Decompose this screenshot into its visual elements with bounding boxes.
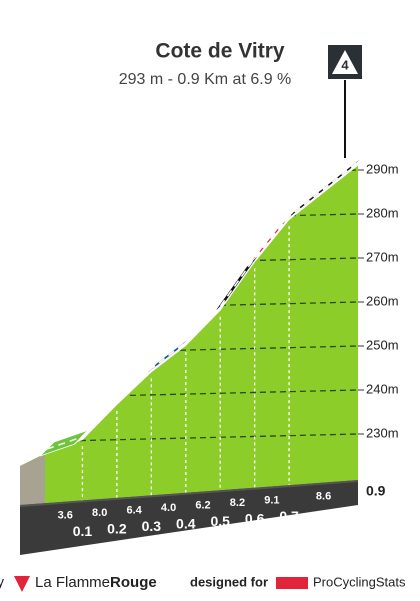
- side-face: [20, 454, 45, 505]
- gradient-label: 8.0: [92, 507, 107, 519]
- y-tick-label: 240m: [366, 381, 399, 396]
- x-tick-label: 0.2: [107, 521, 127, 537]
- grid-line: [20, 301, 358, 311]
- y-tick-label: 250m: [366, 337, 399, 352]
- x-tick-label: 0.7: [279, 508, 299, 524]
- category-label: 4: [341, 57, 349, 72]
- category-triangle: [332, 50, 358, 74]
- y-tick-label: 260m: [366, 293, 399, 308]
- gradient-label: 8.6: [316, 490, 331, 502]
- grid-line: [20, 257, 358, 267]
- footer-left: y: [0, 574, 4, 590]
- grid-line: [20, 213, 358, 223]
- brand: La Flamme: [35, 574, 110, 591]
- gradient-label: 4.0: [161, 502, 176, 514]
- footer-brand: La FlammeRouge: [35, 574, 157, 591]
- center-line: [46, 162, 358, 450]
- chart-title: Cote de Vitry: [155, 40, 284, 63]
- gradient-label: 8.2: [230, 497, 245, 509]
- logo-flame: [14, 576, 30, 592]
- plot: 230m 240m 250m 260m 270m 280m 290m 3.6 8.0 6.4 4.0…: [20, 155, 399, 555]
- gradient-label: 6.4: [126, 504, 142, 516]
- y-tick-label: 270m: [366, 249, 399, 264]
- y-tick-label: 290m: [366, 161, 399, 176]
- x-tick-label: 0.9: [366, 483, 386, 499]
- grid-line: [20, 345, 358, 355]
- gradient-label: 9.1: [264, 494, 279, 506]
- y-tick-label: 280m: [366, 205, 399, 220]
- grid-line: [20, 389, 358, 399]
- brand-bold: Rouge: [110, 574, 157, 591]
- x-tick-label: 0.6: [245, 510, 265, 526]
- footer-designed: designed for: [190, 574, 268, 589]
- gradient-label: 6.2: [195, 499, 210, 511]
- grid-line: [20, 433, 358, 443]
- ground-top: [20, 480, 358, 507]
- chart-subtitle: 293 m - 0.9 Km at 6.9 %: [119, 71, 292, 88]
- gradient-label: 3.6: [58, 510, 73, 522]
- area: [20, 165, 358, 505]
- y-tick-label: 230m: [366, 425, 399, 440]
- x-tick-label: 0.1: [73, 523, 93, 539]
- x-tick-label: 0.4: [176, 515, 196, 531]
- footer-pcs: ProCyclingStats: [313, 574, 406, 589]
- pcs-logo: [276, 577, 308, 589]
- grid-line: [20, 169, 358, 179]
- x-tick-label: 0.3: [142, 518, 162, 534]
- x-tick-label: 0.5: [210, 513, 230, 529]
